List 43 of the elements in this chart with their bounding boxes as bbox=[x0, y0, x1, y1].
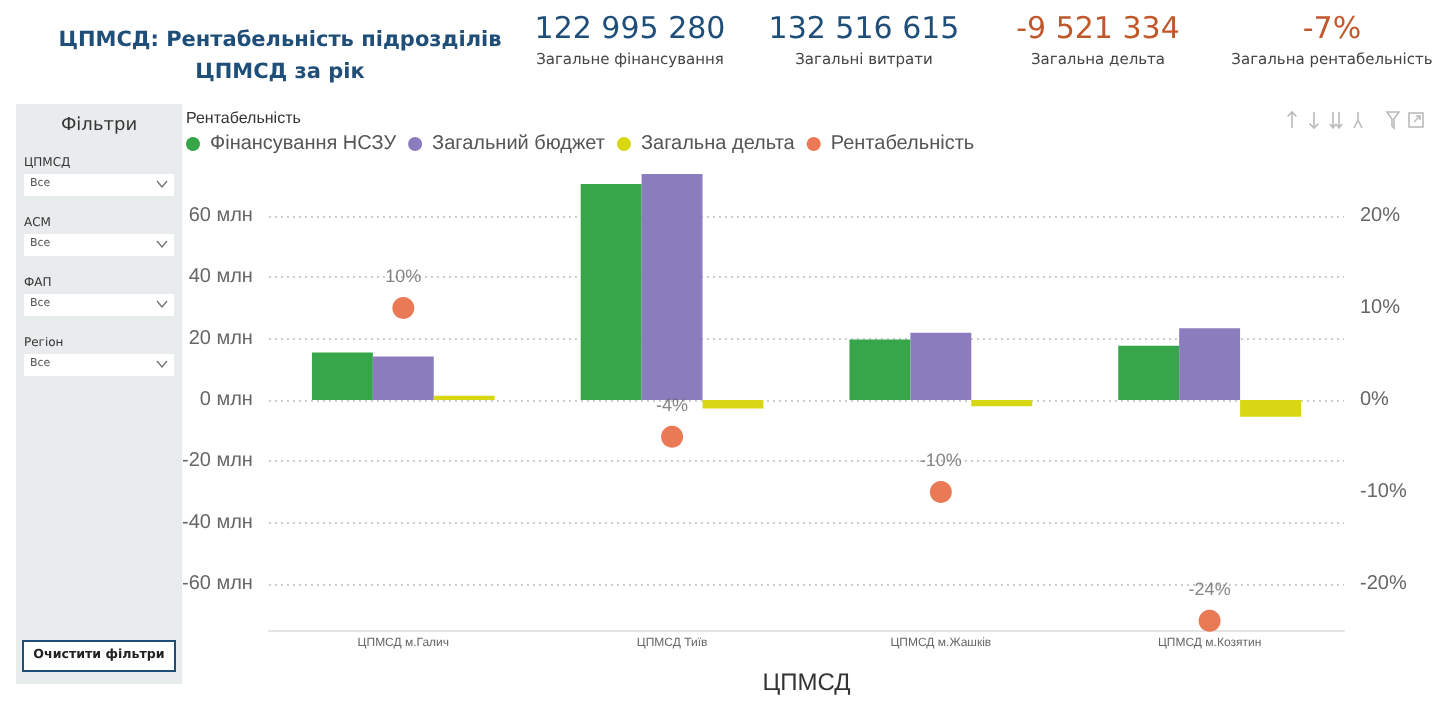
legend-label: Загальна дельта bbox=[640, 133, 796, 155]
bar bbox=[580, 184, 642, 400]
bar bbox=[1179, 328, 1241, 400]
text: Фільтри bbox=[58, 116, 140, 136]
bar bbox=[372, 356, 434, 400]
text: 122 995 280 bbox=[532, 10, 728, 46]
y-tick-label: -20 млн bbox=[181, 450, 253, 473]
data-label: 10% bbox=[385, 266, 422, 286]
point bbox=[1198, 609, 1221, 632]
text: ЦПМСД: Рентабельність підрозділів ЦПМСД за рік bbox=[56, 26, 504, 88]
bar bbox=[1240, 400, 1301, 417]
y-tick-label: 40 млн bbox=[188, 266, 253, 289]
legend-label: Загальний бюджет bbox=[432, 133, 606, 155]
point bbox=[392, 297, 415, 319]
point bbox=[929, 481, 952, 503]
bar bbox=[1118, 345, 1180, 400]
y-tick-label: 0 млн bbox=[199, 389, 253, 411]
bar bbox=[910, 332, 972, 400]
data-label: -24% bbox=[1188, 578, 1231, 599]
data-label: -10% bbox=[919, 450, 962, 470]
point bbox=[661, 425, 684, 448]
y-tick-label: -60 млн bbox=[181, 573, 253, 595]
y2-tick-label: 0% bbox=[1360, 389, 1390, 411]
text: -9 521 334 bbox=[1014, 10, 1182, 46]
bar bbox=[971, 400, 1033, 407]
y2-tick-label: 20% bbox=[1360, 205, 1401, 227]
text: 132 516 615 bbox=[766, 10, 962, 46]
bar bbox=[702, 400, 764, 409]
y2-tick-label: -10% bbox=[1360, 481, 1407, 503]
bar bbox=[641, 173, 703, 400]
y2-tick-label: 10% bbox=[1360, 297, 1401, 319]
legend-label: Фінансування НСЗУ bbox=[210, 133, 398, 155]
text: -7% bbox=[1300, 10, 1364, 46]
y2-tick-label: -20% bbox=[1360, 573, 1407, 595]
data-label: -4% bbox=[656, 394, 689, 415]
bar bbox=[311, 352, 373, 400]
bar bbox=[849, 339, 911, 400]
y-tick-label: 20 млн bbox=[188, 327, 253, 350]
y-tick-label: -40 млн bbox=[181, 511, 253, 534]
x-axis-title: ЦПМСД bbox=[762, 668, 851, 696]
y-tick-label: 60 млн bbox=[188, 205, 253, 227]
legend-label: Рентабельність bbox=[830, 133, 975, 155]
chart-title: Рентабельність bbox=[186, 109, 301, 127]
